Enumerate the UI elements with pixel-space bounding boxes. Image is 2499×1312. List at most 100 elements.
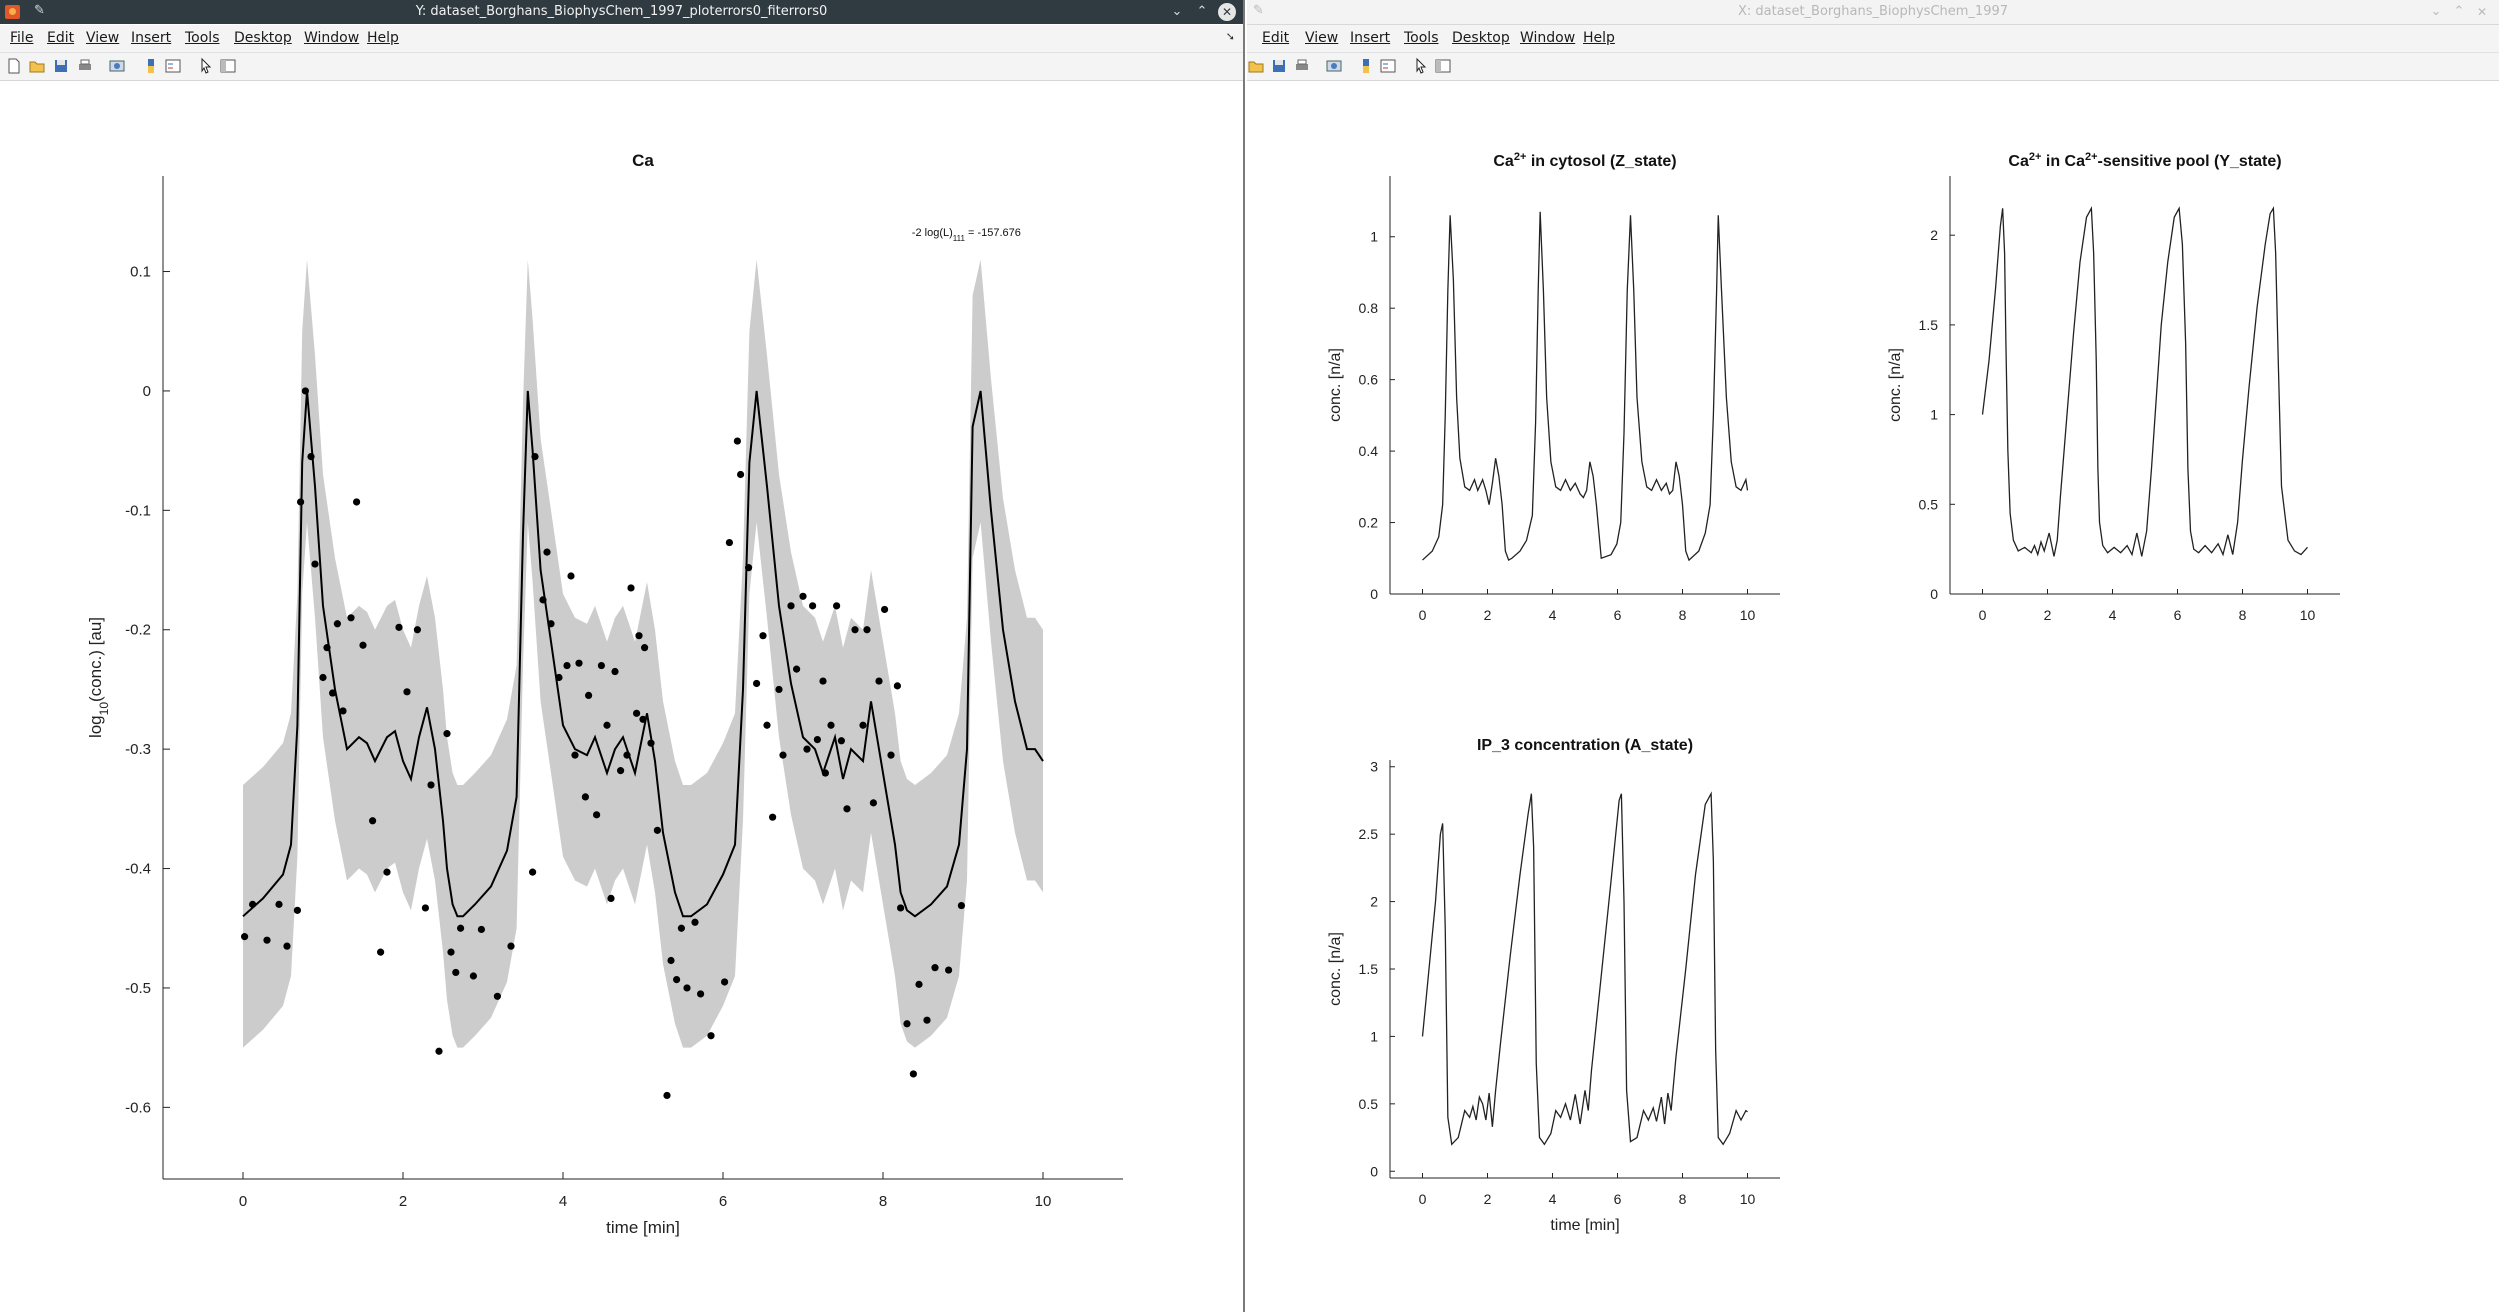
data-point bbox=[903, 1020, 911, 1028]
data-point bbox=[897, 904, 905, 912]
title-bar[interactable]: ✎ Y: dataset_Borghans_BiophysChem_1997_p… bbox=[0, 0, 1243, 24]
data-point bbox=[779, 751, 787, 759]
menu-edit[interactable]: Edit bbox=[47, 30, 75, 46]
save-icon[interactable] bbox=[52, 57, 70, 75]
y-tick-label: -0.5 bbox=[125, 980, 151, 997]
print-preview-icon[interactable] bbox=[108, 57, 126, 75]
title-bar[interactable]: ✎ X: dataset_Borghans_BiophysChem_1997 ⌄… bbox=[1247, 0, 2499, 25]
data-point bbox=[869, 799, 878, 807]
save-icon[interactable] bbox=[1270, 57, 1288, 75]
figure-window-y[interactable]: ✎ Y: dataset_Borghans_BiophysChem_1997_p… bbox=[0, 0, 1245, 1312]
maximize-icon[interactable]: ⌃ bbox=[1196, 4, 1208, 19]
menu-file[interactable]: File bbox=[10, 30, 34, 46]
y-tick-label: 1 bbox=[1370, 1028, 1378, 1044]
data-point bbox=[443, 730, 451, 738]
chart-ca-fit: 0 2 4 6 8 10 -0.6 -0.5 -0.4 -0.3 -0.2 -0.1 0 0.1 Ca tim… bbox=[86, 151, 1123, 1237]
y-tick-label: 3 bbox=[1370, 759, 1378, 775]
menu-view[interactable]: View bbox=[86, 30, 120, 46]
data-point bbox=[957, 901, 966, 910]
data-point bbox=[333, 620, 341, 628]
data-point bbox=[759, 632, 767, 640]
data-point bbox=[293, 906, 301, 914]
matlab-icon bbox=[5, 5, 20, 19]
data-point bbox=[241, 933, 249, 941]
close-icon[interactable]: ✕ bbox=[1218, 3, 1236, 21]
menu-insert[interactable]: Insert bbox=[131, 30, 172, 46]
data-point bbox=[639, 715, 647, 723]
data-point bbox=[575, 659, 583, 667]
menu-insert[interactable]: Insert bbox=[1350, 30, 1391, 46]
pin-icon[interactable]: ✎ bbox=[34, 3, 45, 18]
menu-edit[interactable]: Edit bbox=[1262, 30, 1290, 46]
data-point bbox=[493, 992, 501, 1000]
x-tick-label: 0 bbox=[239, 1193, 247, 1210]
toolbar bbox=[0, 53, 1243, 81]
data-point bbox=[859, 721, 867, 729]
data-point bbox=[633, 709, 641, 717]
data-point bbox=[641, 644, 649, 652]
menu-tools[interactable]: Tools bbox=[1404, 30, 1439, 46]
new-figure-icon[interactable] bbox=[5, 57, 23, 75]
data-point bbox=[477, 925, 485, 934]
data-point bbox=[663, 1091, 671, 1100]
print-icon[interactable] bbox=[1293, 57, 1311, 75]
menu-window[interactable]: Window bbox=[304, 30, 360, 46]
figure-window-x[interactable]: ✎ X: dataset_Borghans_BiophysChem_1997 ⌄… bbox=[1247, 0, 2499, 1312]
ca-fit-plot[interactable]: 0 2 4 6 8 10 -0.6 -0.5 -0.4 -0.3 -0.2 -0.1 0 0.1 Ca tim… bbox=[0, 0, 1245, 1312]
data-point bbox=[745, 564, 753, 572]
colorbar-icon[interactable] bbox=[1357, 57, 1375, 75]
data-point bbox=[353, 498, 361, 506]
print-preview-icon[interactable] bbox=[1325, 57, 1343, 75]
legend-icon[interactable] bbox=[164, 57, 182, 75]
property-editor-icon[interactable] bbox=[1434, 57, 1452, 75]
pointer-icon[interactable] bbox=[1412, 57, 1430, 75]
menu-help[interactable]: Help bbox=[367, 30, 399, 46]
data-point bbox=[435, 1047, 443, 1055]
legend-icon[interactable] bbox=[1379, 57, 1397, 75]
menu-view[interactable]: View bbox=[1305, 30, 1339, 46]
minimize-icon[interactable]: ⌄ bbox=[2430, 4, 2442, 19]
data-point bbox=[881, 605, 889, 614]
close-icon[interactable]: ✕ bbox=[2476, 5, 2488, 19]
pin-icon[interactable]: ✎ bbox=[1253, 3, 1264, 18]
data-point bbox=[395, 623, 403, 631]
menu-window[interactable]: Window bbox=[1520, 30, 1576, 46]
data-point bbox=[329, 689, 337, 697]
menu-help[interactable]: Help bbox=[1583, 30, 1615, 46]
title-part: in cytosol (Z_state) bbox=[1526, 153, 1676, 170]
data-point bbox=[721, 978, 729, 986]
data-point bbox=[775, 685, 783, 694]
menu-desktop[interactable]: Desktop bbox=[234, 30, 292, 46]
y-tick-label: 0 bbox=[1370, 1163, 1378, 1179]
data-point bbox=[733, 437, 742, 445]
print-icon[interactable] bbox=[76, 57, 94, 75]
data-point bbox=[799, 592, 807, 600]
property-editor-icon[interactable] bbox=[219, 57, 237, 75]
data-point bbox=[753, 679, 761, 688]
data-point bbox=[837, 737, 846, 745]
open-file-icon[interactable] bbox=[28, 57, 46, 75]
open-file-icon[interactable] bbox=[1247, 57, 1265, 75]
x-tick-label: 8 bbox=[2239, 607, 2247, 623]
y-tick-label: -0.1 bbox=[125, 502, 151, 519]
colorbar-icon[interactable] bbox=[142, 57, 160, 75]
data-point bbox=[323, 644, 331, 652]
menu-desktop[interactable]: Desktop bbox=[1452, 30, 1510, 46]
minimize-icon[interactable]: ⌄ bbox=[1171, 4, 1183, 19]
maximize-icon[interactable]: ⌃ bbox=[2453, 4, 2465, 19]
annotation-subscript: 111 bbox=[953, 234, 966, 243]
y-label-part: (conc.) [au] bbox=[86, 617, 105, 702]
data-point bbox=[833, 602, 841, 610]
x-tick-label: 4 bbox=[559, 1193, 567, 1210]
x-tick-label: 4 bbox=[1549, 1191, 1557, 1207]
menu-expand-icon[interactable]: ➘ bbox=[1225, 30, 1235, 43]
chart-title: Ca2+ in Ca2+-sensitive pool (Y_state) bbox=[2008, 151, 2281, 170]
menu-tools[interactable]: Tools bbox=[185, 30, 220, 46]
data-point bbox=[653, 826, 662, 834]
pointer-icon[interactable] bbox=[197, 57, 215, 75]
y-tick-label: 0.1 bbox=[130, 264, 151, 281]
title-superscript: 2+ bbox=[2029, 151, 2042, 163]
x-tick-label: 8 bbox=[879, 1193, 887, 1210]
data-point bbox=[769, 813, 777, 821]
